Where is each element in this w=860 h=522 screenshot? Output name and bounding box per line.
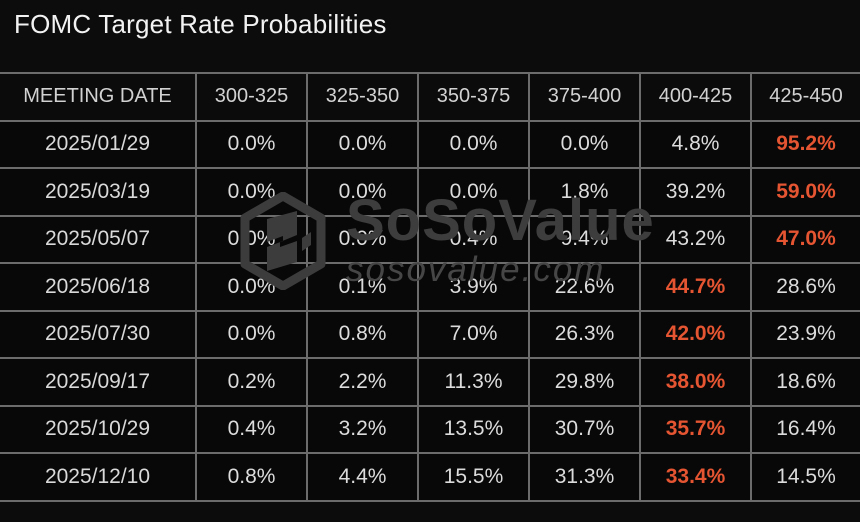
- column-header-rate-range: 425-450: [750, 72, 860, 122]
- column-header-rate-range: 300-325: [195, 72, 308, 122]
- probability-cell: 16.4%: [750, 404, 860, 454]
- fomc-probabilities-table: MEETING DATE 300-325 325-350 350-375 375…: [0, 72, 860, 502]
- probability-cell: 39.2%: [639, 167, 752, 217]
- probability-cell: 95.2%: [750, 119, 860, 169]
- probability-cell: 15.5%: [417, 452, 530, 502]
- probability-cell: 0.0%: [195, 214, 308, 264]
- page-title: FOMC Target Rate Probabilities: [14, 9, 387, 39]
- table-row: 2025/10/29 0.4% 3.2% 13.5% 30.7% 35.7% 16.4%: [0, 404, 860, 454]
- probability-cell: 0.8%: [306, 309, 419, 359]
- meeting-date-cell: 2025/09/17: [0, 357, 197, 407]
- probability-cell: 0.8%: [195, 452, 308, 502]
- probability-cell: 28.6%: [750, 262, 860, 312]
- probability-cell: 3.2%: [306, 404, 419, 454]
- probability-cell: 26.3%: [528, 309, 641, 359]
- probability-cell: 9.4%: [528, 214, 641, 264]
- probability-cell: 59.0%: [750, 167, 860, 217]
- probability-cell: 0.0%: [195, 119, 308, 169]
- meeting-date-cell: 2025/07/30: [0, 309, 197, 359]
- meeting-date-cell: 2025/01/29: [0, 119, 197, 169]
- probability-cell: 42.0%: [639, 309, 752, 359]
- probability-cell: 0.1%: [306, 262, 419, 312]
- probability-cell: 0.0%: [195, 167, 308, 217]
- probability-cell: 29.8%: [528, 357, 641, 407]
- probability-cell: 1.8%: [528, 167, 641, 217]
- probability-cell: 43.2%: [639, 214, 752, 264]
- probability-cell: 22.6%: [528, 262, 641, 312]
- probability-cell: 23.9%: [750, 309, 860, 359]
- probability-cell: 0.0%: [417, 167, 530, 217]
- probability-cell: 18.6%: [750, 357, 860, 407]
- column-header-rate-range: 400-425: [639, 72, 752, 122]
- meeting-date-cell: 2025/10/29: [0, 404, 197, 454]
- meeting-date-cell: 2025/05/07: [0, 214, 197, 264]
- probability-cell: 0.2%: [195, 357, 308, 407]
- table-row: 2025/09/17 0.2% 2.2% 11.3% 29.8% 38.0% 18.6%: [0, 357, 860, 407]
- column-header-meeting-date: MEETING DATE: [0, 72, 197, 122]
- table-row: 2025/01/29 0.0% 0.0% 0.0% 0.0% 4.8% 95.2%: [0, 119, 860, 169]
- column-header-rate-range: 350-375: [417, 72, 530, 122]
- probability-cell: 38.0%: [639, 357, 752, 407]
- column-header-rate-range: 325-350: [306, 72, 419, 122]
- probability-cell: 0.0%: [417, 119, 530, 169]
- probability-cell: 3.9%: [417, 262, 530, 312]
- column-header-rate-range: 375-400: [528, 72, 641, 122]
- probability-cell: 4.4%: [306, 452, 419, 502]
- probability-cell: 0.0%: [306, 214, 419, 264]
- probability-cell: 2.2%: [306, 357, 419, 407]
- probability-cell: 4.8%: [639, 119, 752, 169]
- probability-cell: 0.4%: [417, 214, 530, 264]
- probability-cell: 35.7%: [639, 404, 752, 454]
- probability-cell: 30.7%: [528, 404, 641, 454]
- table-row: 2025/12/10 0.8% 4.4% 15.5% 31.3% 33.4% 14.5%: [0, 452, 860, 502]
- table-row: 2025/03/19 0.0% 0.0% 0.0% 1.8% 39.2% 59.0%: [0, 167, 860, 217]
- probability-cell: 11.3%: [417, 357, 530, 407]
- table-row: 2025/05/07 0.0% 0.0% 0.4% 9.4% 43.2% 47.0%: [0, 214, 860, 264]
- probability-cell: 0.0%: [306, 167, 419, 217]
- probability-cell: 0.0%: [195, 262, 308, 312]
- table-header-row: MEETING DATE 300-325 325-350 350-375 375…: [0, 72, 860, 122]
- meeting-date-cell: 2025/06/18: [0, 262, 197, 312]
- probability-cell: 7.0%: [417, 309, 530, 359]
- table-row: 2025/07/30 0.0% 0.8% 7.0% 26.3% 42.0% 23.9%: [0, 309, 860, 359]
- meeting-date-cell: 2025/03/19: [0, 167, 197, 217]
- probability-cell: 44.7%: [639, 262, 752, 312]
- probability-cell: 0.0%: [306, 119, 419, 169]
- probability-cell: 0.0%: [528, 119, 641, 169]
- probability-cell: 0.4%: [195, 404, 308, 454]
- probability-cell: 14.5%: [750, 452, 860, 502]
- probability-cell: 47.0%: [750, 214, 860, 264]
- table-body: 2025/01/29 0.0% 0.0% 0.0% 0.0% 4.8% 95.2% 2025/…: [0, 119, 860, 502]
- probability-cell: 0.0%: [195, 309, 308, 359]
- probability-cell: 33.4%: [639, 452, 752, 502]
- table-row: 2025/06/18 0.0% 0.1% 3.9% 22.6% 44.7% 28.6%: [0, 262, 860, 312]
- meeting-date-cell: 2025/12/10: [0, 452, 197, 502]
- probability-cell: 31.3%: [528, 452, 641, 502]
- probability-cell: 13.5%: [417, 404, 530, 454]
